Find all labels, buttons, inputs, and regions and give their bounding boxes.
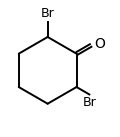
- Text: Br: Br: [82, 96, 96, 109]
- Text: Br: Br: [41, 7, 54, 20]
- Text: O: O: [95, 37, 105, 51]
